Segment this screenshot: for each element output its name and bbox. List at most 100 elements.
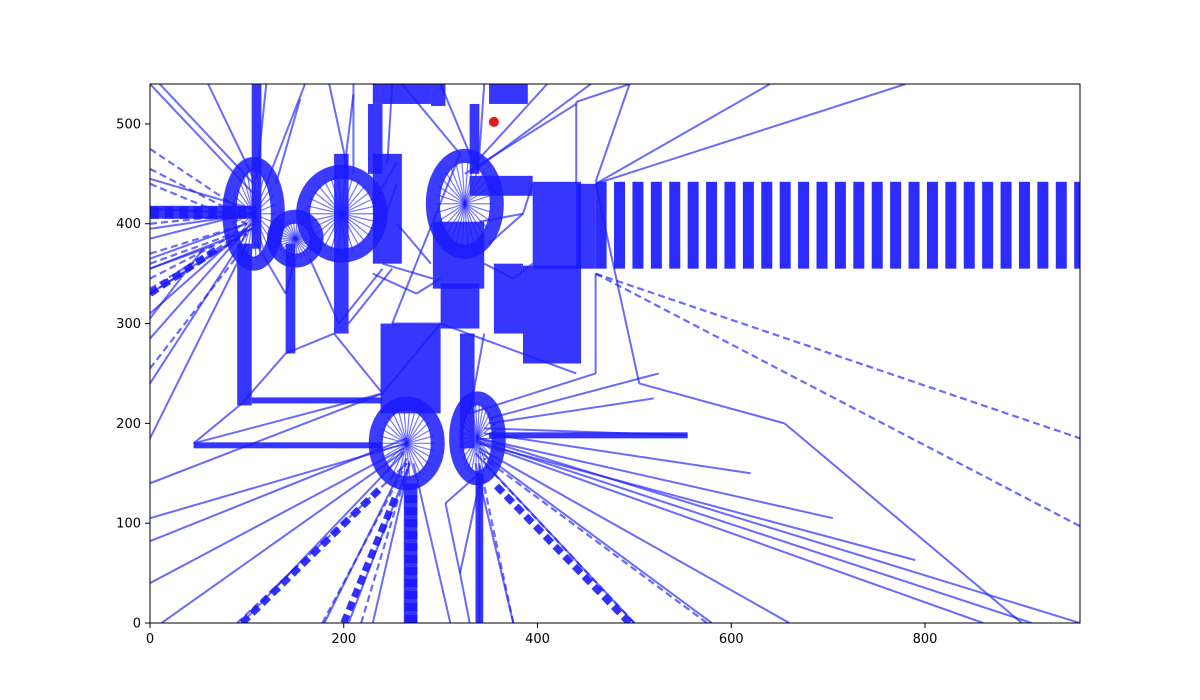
- voronoi-edge: [638, 382, 785, 425]
- voronoi-edge: [341, 213, 366, 243]
- voronoi-edge: [372, 272, 417, 295]
- voronoi-edge: [246, 213, 255, 257]
- voronoi-dashed-edge: [150, 182, 248, 225]
- voronoi-edge: [193, 392, 383, 445]
- voronoi-edge: [383, 442, 408, 465]
- voronoi-edge: [461, 160, 466, 204]
- voronoi-edge: [406, 442, 430, 465]
- voronoi-edge: [476, 438, 491, 466]
- voronoi-edge: [406, 442, 433, 459]
- dense-edge-block: [532, 181, 582, 269]
- voronoi-edge: [464, 203, 480, 242]
- voronoi-edge: [380, 442, 408, 459]
- hatched-edge-segment: [193, 206, 203, 219]
- voronoi-edge: [464, 171, 485, 205]
- voronoi-edge: [406, 443, 411, 480]
- hatched-edge-segment: [404, 615, 418, 623]
- hatched-edge-segment: [1074, 181, 1080, 269]
- voronoi-edge: [341, 213, 360, 247]
- voronoi-edge: [341, 191, 371, 215]
- dense-edge-block: [285, 243, 296, 354]
- voronoi-edge: [441, 203, 466, 230]
- voronoi-edge: [338, 268, 384, 325]
- voronoi-edge: [276, 234, 296, 240]
- voronoi-edge: [406, 416, 426, 444]
- voronoi-edge: [488, 372, 659, 420]
- voronoi-edge: [464, 178, 489, 205]
- voronoi-edge: [341, 176, 347, 214]
- voronoi-edge: [484, 427, 688, 437]
- voronoi-edge: [477, 437, 497, 447]
- hatched-edge-segment: [779, 181, 791, 269]
- voronoi-edge: [444, 503, 461, 574]
- voronoi-edge: [253, 174, 266, 214]
- hatched-edge-segment: [982, 181, 994, 269]
- voronoi-edge: [461, 203, 466, 247]
- hatched-edge-segment: [650, 181, 662, 269]
- voronoi-edge: [406, 421, 430, 444]
- voronoi-edge: [406, 442, 426, 471]
- voronoi-edge: [403, 407, 408, 444]
- voronoi-edge: [479, 437, 834, 520]
- voronoi-dashed-edge: [150, 243, 248, 370]
- voronoi-edge: [783, 422, 1023, 623]
- voronoi-edge: [464, 203, 489, 230]
- voronoi-edge: [397, 409, 408, 444]
- voronoi-edge: [150, 233, 248, 384]
- marker-layer: [488, 116, 499, 127]
- voronoi-edge: [150, 392, 383, 485]
- voronoi-edge: [253, 170, 261, 214]
- x-tick-label: 400: [525, 632, 550, 647]
- hatched-edge-segment: [1000, 181, 1012, 269]
- hatched-edge-segment: [761, 181, 773, 269]
- voronoi-edge: [476, 404, 484, 439]
- voronoi-edge: [242, 174, 255, 214]
- voronoi-edge: [470, 404, 479, 439]
- voronoi-edge: [323, 180, 343, 215]
- voronoi-edge: [449, 203, 466, 242]
- voronoi-edge: [594, 84, 631, 183]
- voronoi-edge: [470, 438, 479, 473]
- voronoi-dashed-edge: [360, 460, 411, 623]
- voronoi-edge: [238, 180, 255, 214]
- voronoi-dashed-edge: [595, 272, 1080, 528]
- voronoi-dashed-edge: [340, 491, 401, 623]
- hatched-edge-segment: [404, 591, 418, 600]
- voronoi-edge: [512, 262, 534, 280]
- voronoi-edge: [341, 185, 366, 215]
- voronoi-edge: [455, 162, 466, 204]
- voronoi-edge: [479, 442, 984, 623]
- voronoi-edge: [415, 277, 442, 295]
- voronoi-edge: [392, 411, 408, 444]
- x-tick-label: 800: [913, 632, 938, 647]
- dense-edge-block: [469, 103, 480, 174]
- dense-edge-cluster: [425, 148, 504, 259]
- voronoi-edge: [294, 238, 312, 251]
- highlight-marker: [488, 116, 499, 127]
- hatched-edge-segment: [1018, 181, 1030, 269]
- voronoi-edge: [241, 452, 405, 623]
- voronoi-edge: [341, 213, 354, 250]
- voronoi-edge: [333, 332, 384, 395]
- dense-edge-block: [522, 265, 582, 364]
- y-tick-label: 0: [133, 617, 141, 632]
- voronoi-edge: [464, 203, 469, 247]
- voronoi-edge: [477, 423, 496, 439]
- y-tick-label: 100: [116, 517, 141, 532]
- voronoi-edge: [461, 416, 478, 439]
- voronoi-edge: [391, 153, 461, 324]
- dense-edge-block: [576, 183, 596, 269]
- voronoi-edge: [313, 213, 343, 237]
- voronoi-edge: [478, 450, 713, 623]
- voronoi-dashed-edge: [239, 485, 384, 623]
- voronoi-edge: [232, 203, 254, 215]
- voronoi-edge: [439, 84, 471, 155]
- voronoi-edge: [476, 411, 491, 439]
- voronoi-edge: [250, 213, 255, 259]
- hatched-edge-segment: [404, 519, 418, 528]
- voronoi-edge: [412, 463, 452, 623]
- voronoi-edge: [478, 447, 790, 623]
- voronoi-edge: [253, 213, 257, 259]
- voronoi-edge: [436, 203, 466, 214]
- dense-edge-block: [440, 283, 480, 329]
